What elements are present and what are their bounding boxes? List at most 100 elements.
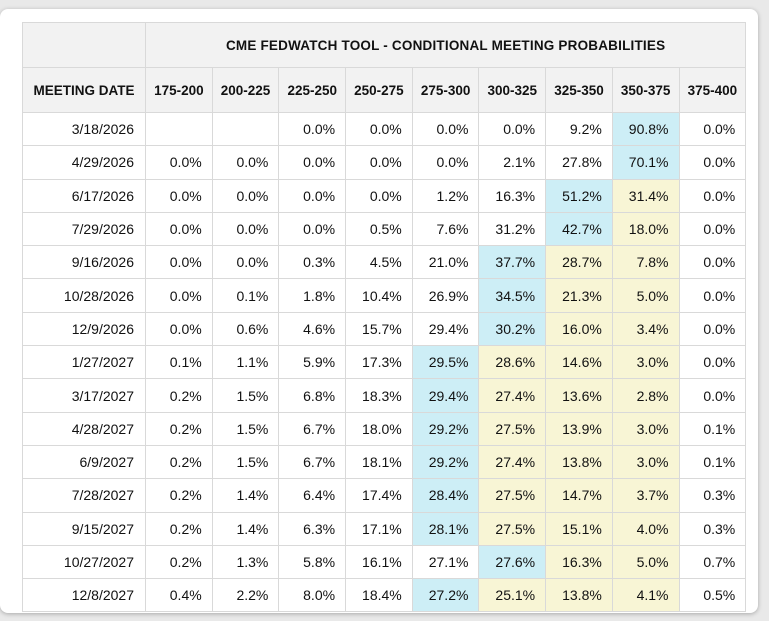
probability-cell: 37.7% bbox=[478, 245, 547, 280]
probability-cell: 29.5% bbox=[411, 345, 480, 380]
probability-cell: 42.7% bbox=[545, 211, 613, 247]
table-row: 12/8/2027 0.4% 2.2% 8.0% 18.4% 27.2% 25.1% 13.8… bbox=[22, 578, 747, 613]
probability-cell: 27.8% bbox=[545, 145, 613, 180]
probability-cell: 51.2% bbox=[545, 178, 613, 213]
table-row: 10/27/2027 0.2% 1.3% 5.8% 16.1% 27.1% 27.6% 16.… bbox=[22, 544, 747, 580]
probability-cell: 7.8% bbox=[611, 245, 680, 280]
probability-cell: 13.6% bbox=[545, 378, 613, 413]
probability-cell: 29.4% bbox=[411, 311, 480, 347]
rate-range-header-325-350: 325-350 bbox=[545, 67, 613, 113]
probability-cell: 0.4% bbox=[145, 578, 213, 613]
probability-cell: 27.4% bbox=[478, 378, 547, 413]
probability-cell: 28.6% bbox=[478, 345, 547, 380]
probability-cell: 27.2% bbox=[411, 578, 480, 613]
probability-cell: 0.0% bbox=[145, 211, 213, 247]
probability-cell: 13.9% bbox=[545, 411, 613, 446]
probability-cell: 0.2% bbox=[145, 478, 213, 513]
probability-cell: 15.1% bbox=[545, 511, 613, 546]
probability-cell: 6.3% bbox=[278, 511, 347, 546]
probability-cell: 18.0% bbox=[345, 411, 413, 446]
probability-cell: 0.0% bbox=[678, 111, 747, 147]
probability-cell: 6.4% bbox=[278, 478, 347, 513]
meeting-date-cell: 7/29/2026 bbox=[22, 211, 146, 247]
table-row: 10/28/2026 0.0% 0.1% 1.8% 10.4% 26.9% 34.5% 21.… bbox=[22, 278, 747, 313]
probability-cell: 4.0% bbox=[611, 511, 680, 546]
probability-cell: 3.0% bbox=[611, 444, 680, 480]
probability-cell: 0.0% bbox=[678, 311, 747, 347]
probability-cell: 0.5% bbox=[345, 211, 413, 247]
probability-cell: 16.3% bbox=[545, 544, 613, 580]
fedwatch-probabilities-table: CME FEDWATCH TOOL - CONDITIONAL MEETING … bbox=[22, 22, 747, 613]
probability-cell: 0.2% bbox=[145, 511, 213, 546]
probability-cell: 18.0% bbox=[611, 211, 680, 247]
table-row: 3/18/2026 0.0% 0.0% 0.0% 0.0% 9.2% 90.8% 0.0% bbox=[22, 111, 747, 147]
probability-cell: 0.0% bbox=[211, 211, 280, 247]
probability-cell: 5.9% bbox=[278, 345, 347, 380]
meeting-date-header: MEETING DATE bbox=[22, 67, 146, 113]
probability-cell: 0.0% bbox=[211, 178, 280, 213]
probability-cell: 1.5% bbox=[211, 378, 280, 413]
probability-cell: 0.0% bbox=[678, 278, 747, 313]
probability-cell: 0.0% bbox=[678, 245, 747, 280]
probability-cell: 28.1% bbox=[411, 511, 480, 546]
probability-cell: 31.4% bbox=[611, 178, 680, 213]
meeting-date-cell: 4/29/2026 bbox=[22, 145, 146, 180]
probability-cell: 3.0% bbox=[611, 345, 680, 380]
probability-cell: 0.6% bbox=[211, 311, 280, 347]
probability-cell: 0.0% bbox=[145, 245, 213, 280]
meeting-date-cell: 10/28/2026 bbox=[22, 278, 146, 313]
probability-cell: 27.5% bbox=[478, 411, 547, 446]
table-row: 9/15/2027 0.2% 1.4% 6.3% 17.1% 28.1% 27.5% 15.1… bbox=[22, 511, 747, 546]
probability-cell: 0.0% bbox=[678, 178, 747, 213]
probability-cell: 13.8% bbox=[545, 578, 613, 613]
table-row: 7/29/2026 0.0% 0.0% 0.0% 0.5% 7.6% 31.2% 42.7% 1… bbox=[22, 211, 747, 247]
probability-cell: 2.1% bbox=[478, 145, 547, 180]
table-row: 6/9/2027 0.2% 1.5% 6.7% 18.1% 29.2% 27.4% 13.8%… bbox=[22, 444, 747, 480]
probability-cell: 1.1% bbox=[211, 345, 280, 380]
probability-cell: 0.0% bbox=[145, 278, 213, 313]
probability-cell: 14.6% bbox=[545, 345, 613, 380]
probability-cell: 13.8% bbox=[545, 444, 613, 480]
rate-range-header-225-250: 225-250 bbox=[278, 67, 347, 113]
probability-cell: 0.0% bbox=[678, 211, 747, 247]
corner-cell bbox=[22, 22, 146, 68]
meeting-date-cell: 3/18/2026 bbox=[22, 111, 146, 147]
probability-cell: 1.5% bbox=[211, 444, 280, 480]
probability-cell: 1.5% bbox=[211, 411, 280, 446]
probability-cell: 0.0% bbox=[211, 245, 280, 280]
probability-cell: 27.5% bbox=[478, 511, 547, 546]
table-row: 12/9/2026 0.0% 0.6% 4.6% 15.7% 29.4% 30.2% 16.0… bbox=[22, 311, 747, 347]
probability-cell: 27.1% bbox=[411, 544, 480, 580]
probability-cell: 3.0% bbox=[611, 411, 680, 446]
table-title: CME FEDWATCH TOOL - CONDITIONAL MEETING … bbox=[144, 22, 747, 68]
probability-cell: 14.7% bbox=[545, 478, 613, 513]
probability-cell: 90.8% bbox=[611, 111, 680, 147]
table-body: 3/18/2026 0.0% 0.0% 0.0% 0.0% 9.2% 90.8% 0.0% 4/… bbox=[22, 111, 747, 613]
probability-cell: 0.0% bbox=[345, 178, 413, 213]
probability-cell: 0.7% bbox=[678, 544, 747, 580]
probability-cell: 16.1% bbox=[345, 544, 413, 580]
rate-range-header-175-200: 175-200 bbox=[145, 67, 213, 113]
meeting-date-cell: 10/27/2027 bbox=[22, 544, 146, 580]
probability-cell: 27.4% bbox=[478, 444, 547, 480]
probability-cell: 3.7% bbox=[611, 478, 680, 513]
probability-cell: 28.4% bbox=[411, 478, 480, 513]
probability-cell: 17.4% bbox=[345, 478, 413, 513]
meeting-date-cell: 6/9/2027 bbox=[22, 444, 146, 480]
probability-cell: 18.4% bbox=[345, 578, 413, 613]
probability-cell: 34.5% bbox=[478, 278, 547, 313]
probability-cell: 18.1% bbox=[345, 444, 413, 480]
probability-cell: 4.5% bbox=[345, 245, 413, 280]
rate-range-header-375-400: 375-400 bbox=[678, 67, 747, 113]
probability-cell: 1.4% bbox=[211, 478, 280, 513]
rate-range-header-275-300: 275-300 bbox=[411, 67, 480, 113]
probability-cell: 0.2% bbox=[145, 378, 213, 413]
probability-cell: 0.0% bbox=[278, 178, 347, 213]
probability-cell: 0.0% bbox=[678, 345, 747, 380]
probability-cell: 21.3% bbox=[545, 278, 613, 313]
probability-cell: 8.0% bbox=[278, 578, 347, 613]
probability-cell: 16.0% bbox=[545, 311, 613, 347]
probability-cell: 0.3% bbox=[278, 245, 347, 280]
probability-cell: 29.2% bbox=[411, 411, 480, 446]
probability-cell: 2.2% bbox=[211, 578, 280, 613]
